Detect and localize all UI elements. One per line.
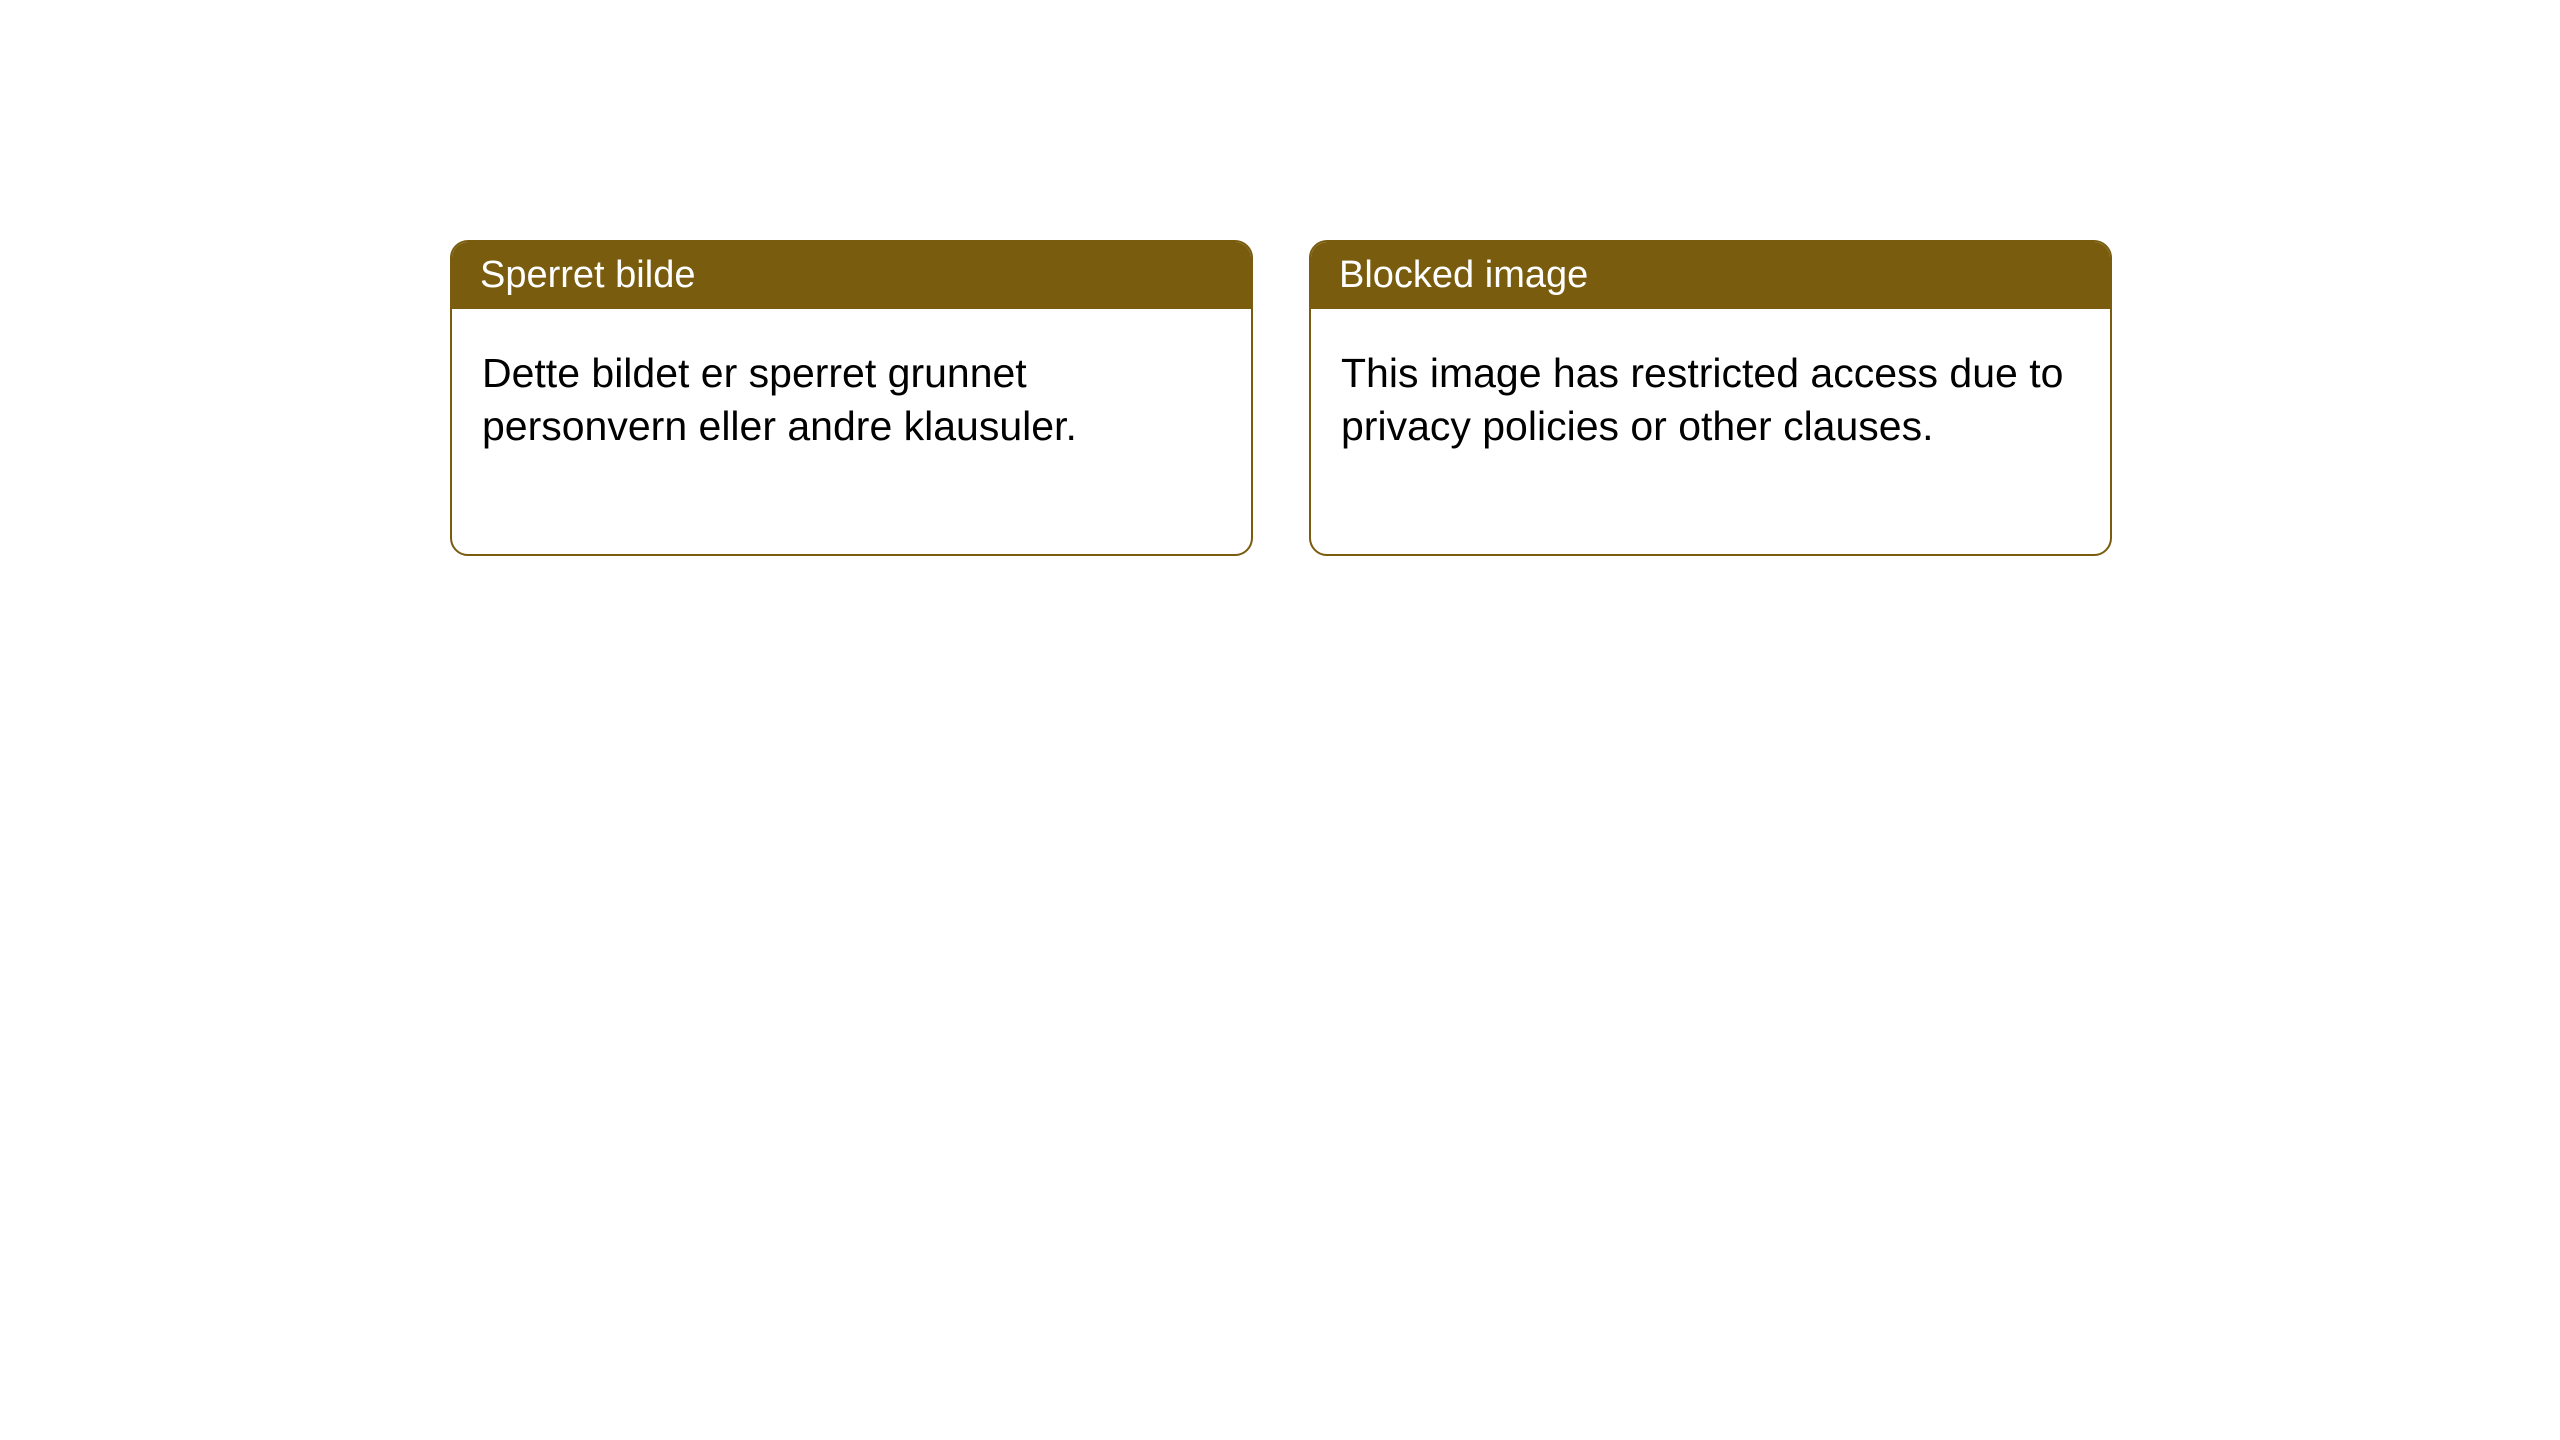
notice-card-norwegian: Sperret bilde Dette bildet er sperret gr… xyxy=(450,240,1253,556)
notice-title-norwegian: Sperret bilde xyxy=(452,242,1251,309)
notice-body-english: This image has restricted access due to … xyxy=(1311,309,2110,554)
notice-container: Sperret bilde Dette bildet er sperret gr… xyxy=(450,240,2112,556)
notice-body-norwegian: Dette bildet er sperret grunnet personve… xyxy=(452,309,1251,554)
notice-title-english: Blocked image xyxy=(1311,242,2110,309)
notice-card-english: Blocked image This image has restricted … xyxy=(1309,240,2112,556)
